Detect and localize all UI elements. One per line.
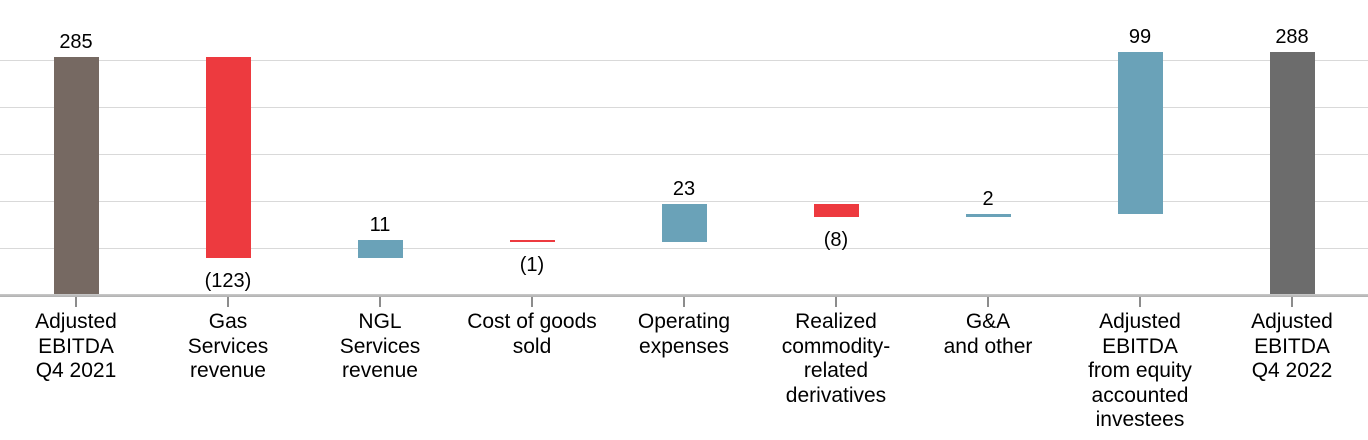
data-label: (1) xyxy=(519,254,545,277)
category-line: revenue xyxy=(190,359,266,382)
bar-cost-of-goods-sold xyxy=(509,240,555,243)
bar-adjusted-ebitda-from-equity-accounted-investees xyxy=(1117,52,1163,214)
data-label: (8) xyxy=(823,229,849,252)
category-line: expenses xyxy=(639,334,729,358)
x-axis-tick xyxy=(1139,297,1141,307)
category-line: Adjusted xyxy=(35,310,117,333)
data-label: 285 xyxy=(59,30,93,53)
x-axis-tick xyxy=(75,297,77,307)
category-line: EBITDA xyxy=(1102,334,1178,358)
category-line: EBITDA xyxy=(1254,334,1330,358)
category-line: from equity xyxy=(1088,359,1192,382)
category-label-adjusted-ebitda-from-equity-accounted-investees: Adjusted EBITDA from equity accounted invest… xyxy=(1064,310,1216,433)
category-line: Realized xyxy=(795,310,877,333)
category-label-realized-commodity-related-derivatives: Realized commodity-related derivatives xyxy=(760,310,912,408)
category-label-operating-expenses: Operating expenses xyxy=(608,310,760,359)
data-label: 2 xyxy=(982,187,994,210)
category-line: related xyxy=(803,359,869,382)
category-label-ngl-services-revenue: NGL Services revenue xyxy=(304,310,456,384)
x-axis-line xyxy=(0,294,1368,297)
x-axis-tick xyxy=(227,297,229,307)
bar-realized-commodity-related-derivatives xyxy=(813,204,859,218)
category-label-adjusted-ebitda-q4-2022: Adjusted EBITDA Q4 2022 xyxy=(1216,310,1368,384)
bar-ngl-services-revenue xyxy=(357,240,403,259)
x-axis-tick xyxy=(683,297,685,307)
category-label-adjusted-ebitda-q4-2021: Adjusted EBITDA Q4 2021 xyxy=(0,310,152,384)
category-line: derivatives xyxy=(785,383,887,407)
category-line: Gas xyxy=(208,310,248,333)
x-axis-tick xyxy=(835,297,837,307)
gridline xyxy=(0,248,1368,249)
x-axis-tick xyxy=(531,297,533,307)
category-line: Cost of goods xyxy=(467,310,597,333)
category-line: G&A xyxy=(965,310,1011,333)
category-label-g-a-and-other: G&A and other xyxy=(912,310,1064,359)
category-line: Adjusted xyxy=(1251,310,1333,333)
bar-adjusted-ebitda-q4-2021 xyxy=(53,56,99,294)
category-line: NGL xyxy=(358,310,402,333)
data-label: 99 xyxy=(1128,26,1152,48)
bar-g-a-and-other xyxy=(965,213,1011,218)
x-axis-tick xyxy=(987,297,989,307)
category-line: Adjusted xyxy=(1099,310,1181,333)
data-label: 11 xyxy=(369,214,391,237)
category-line: and other xyxy=(943,334,1033,358)
gridline xyxy=(0,107,1368,108)
category-line: commodity- xyxy=(781,334,891,358)
gridline xyxy=(0,154,1368,155)
category-line: Q4 2021 xyxy=(35,359,117,382)
gridline xyxy=(0,201,1368,202)
data-label: (123) xyxy=(204,270,252,293)
category-line: Q4 2022 xyxy=(1251,359,1333,382)
bar-gas-services-revenue xyxy=(205,56,251,258)
category-label-gas-services-revenue: Gas Services revenue xyxy=(152,310,304,384)
bar-adjusted-ebitda-q4-2022 xyxy=(1269,52,1315,294)
bar-operating-expenses xyxy=(661,204,707,242)
category-line: EBITDA xyxy=(38,334,114,358)
x-axis-tick xyxy=(1291,297,1293,307)
category-line: Operating xyxy=(637,310,731,333)
data-label: 23 xyxy=(672,178,696,201)
category-label-cost-of-goods-sold: Cost of goods sold xyxy=(456,310,608,359)
gridline xyxy=(0,60,1368,61)
category-line: Services xyxy=(339,334,421,358)
category-line: investees xyxy=(1095,408,1185,431)
category-line: accounted xyxy=(1091,383,1189,407)
category-line: Services xyxy=(187,334,269,358)
category-line: sold xyxy=(512,334,552,358)
data-label: 288 xyxy=(1275,26,1309,48)
category-line: revenue xyxy=(342,359,418,382)
x-axis-tick xyxy=(379,297,381,307)
